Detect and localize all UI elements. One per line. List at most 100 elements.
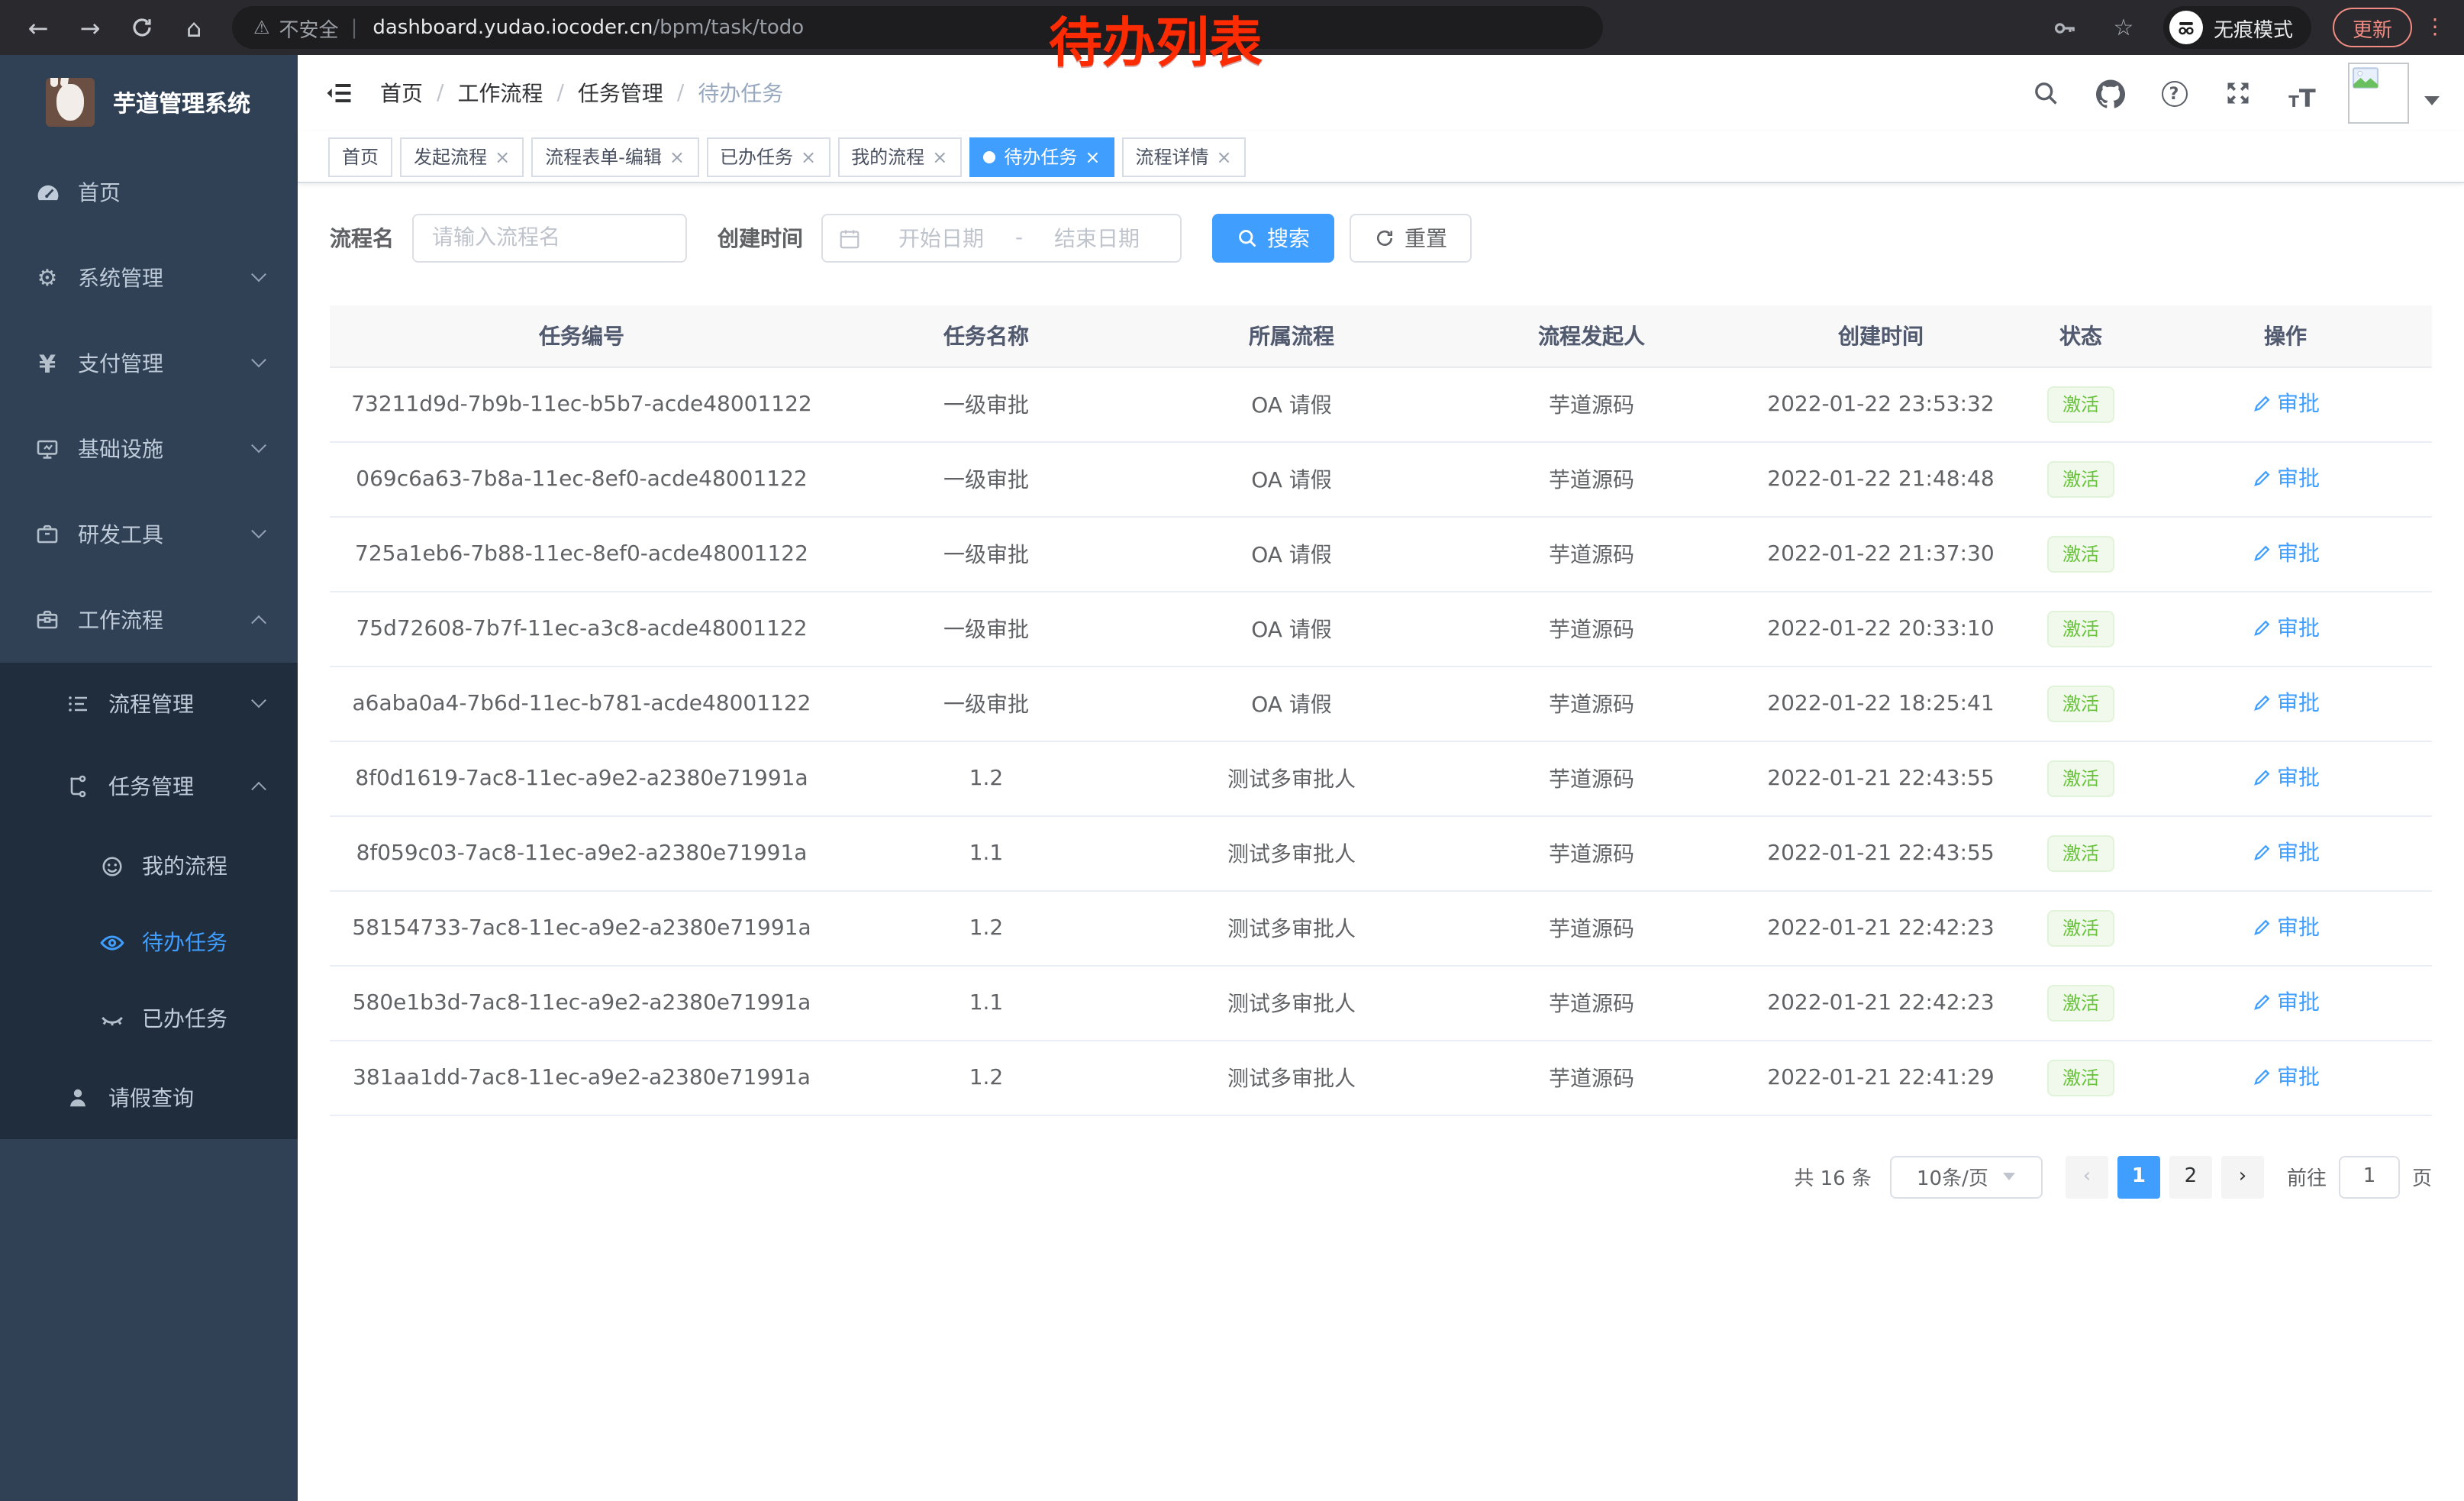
cell-process: 测试多审批人 [1139,1040,1444,1115]
url-path: /bpm/task/todo [653,16,805,39]
breadcrumb-task-mgmt[interactable]: 任务管理 [577,82,663,107]
chrome-menu-icon[interactable]: ⋮ [2424,15,2446,40]
tab-form-edit[interactable]: 流程表单-编辑 × [531,137,698,176]
select-caret-icon [2003,1173,2016,1180]
close-icon[interactable]: × [495,146,511,167]
sidebar-item-payment[interactable]: ¥ 支付管理 [0,321,298,406]
sidebar-item-leave-query[interactable]: 请假查询 [0,1057,298,1139]
github-icon[interactable] [2091,75,2128,111]
create-time-label: 创建时间 [718,228,803,252]
avatar-caret-icon[interactable] [2424,96,2440,105]
breadcrumb-separator: / [437,81,444,105]
status-badge: 激活 [2046,685,2114,721]
breadcrumb-workflow[interactable]: 工作流程 [457,82,543,107]
table-row: 75d72608-7b7f-11ec-a3c8-acde48001122 一级审… [330,591,2432,667]
cell-create-time: 2022-01-22 18:25:41 [1739,666,2023,741]
reset-button[interactable]: 重置 [1350,214,1472,263]
date-range-picker[interactable]: 开始日期 - 结束日期 [821,214,1182,263]
approve-link[interactable]: 审批 [2251,463,2320,494]
sidebar-fold-icon[interactable] [322,76,356,110]
status-badge: 激活 [2046,610,2114,647]
tab-process-detail[interactable]: 流程详情 × [1121,137,1246,176]
sidebar-item-label: 请假查询 [108,1087,194,1112]
chrome-update-button[interactable]: 更新 [2332,8,2412,47]
chevron-up-icon [251,614,266,630]
end-date-placeholder[interactable]: 结束日期 [1054,228,1140,252]
page-content: 流程名 创建时间 开始日期 - 结束日期 [298,183,2464,1501]
process-name-input[interactable] [412,214,687,263]
navbar: 首页 / 工作流程 / 任务管理 / 待办任务 [298,55,2464,131]
breadcrumb-home[interactable]: 首页 [380,82,423,107]
close-icon[interactable]: × [801,146,817,167]
chevron-down-icon [251,351,266,367]
chevron-down-icon [251,692,266,708]
sidebar-item-my-process[interactable]: 我的流程 [0,828,298,904]
cell-task-name: 1.2 [834,1040,1139,1115]
bookmark-star-icon[interactable]: ☆ [2113,14,2134,41]
sidebar-item-label: 我的流程 [142,855,227,880]
tab-start-process[interactable]: 发起流程 × [400,137,524,176]
close-icon[interactable]: × [1216,146,1232,167]
cell-process: OA 请假 [1139,366,1444,442]
search-button[interactable]: 搜索 [1212,214,1334,263]
approve-link[interactable]: 审批 [2251,838,2320,868]
approve-link[interactable]: 审批 [2251,389,2320,419]
breadcrumb-separator: / [556,81,564,105]
sidebar-logo[interactable]: 芋道管理系统 [0,55,298,150]
next-page-button[interactable]: › [2221,1155,2264,1198]
prev-page-button[interactable]: ‹ [2065,1155,2108,1198]
search-icon[interactable] [2027,75,2064,111]
tab-done-tasks[interactable]: 已办任务 × [706,137,830,176]
password-key-icon[interactable] [2047,9,2084,46]
status-badge: 激活 [2046,834,2114,871]
browser-reload-icon[interactable] [122,8,162,47]
page-button-1[interactable]: 1 [2117,1155,2160,1198]
approve-link[interactable]: 审批 [2251,613,2320,644]
tab-todo-tasks[interactable]: 待办任务 × [969,137,1114,176]
cell-task-id: 58154733-7ac8-11ec-a9e2-a2380e71991a [330,890,834,966]
cell-task-id: 8f059c03-7ac8-11ec-a9e2-a2380e71991a [330,815,834,891]
sidebar-item-workflow[interactable]: 工作流程 [0,577,298,663]
page-size-select[interactable]: 10条/页 [1889,1155,2043,1198]
sidebar-item-done-tasks[interactable]: 已办任务 [0,980,298,1057]
browser-back-icon[interactable]: ← [27,13,49,42]
calendar-icon [838,227,861,250]
sidebar-item-todo-tasks[interactable]: 待办任务 [0,904,298,980]
cell-process: OA 请假 [1139,666,1444,741]
fullscreen-icon[interactable] [2220,75,2256,111]
avatar[interactable] [2348,63,2409,124]
goto-page-input[interactable] [2338,1155,2400,1198]
tab-home[interactable]: 首页 [328,137,393,176]
approve-link[interactable]: 审批 [2251,912,2320,943]
cell-starter: 芋道源码 [1444,815,1739,891]
close-icon[interactable]: × [669,146,685,167]
sidebar-item-home[interactable]: 首页 [0,150,298,235]
col-task-name: 任务名称 [834,305,1139,367]
browser-home-icon[interactable]: ⌂ [185,13,202,42]
cell-process: OA 请假 [1139,591,1444,667]
approve-link[interactable]: 审批 [2251,763,2320,793]
col-actions: 操作 [2139,305,2432,367]
sidebar-item-system[interactable]: ⚙ 系统管理 [0,235,298,321]
approve-link[interactable]: 审批 [2251,688,2320,718]
page-button-2[interactable]: 2 [2169,1155,2212,1198]
tab-my-process[interactable]: 我的流程 × [837,137,962,176]
browser-forward-icon[interactable]: → [79,13,101,42]
sidebar-item-task-mgmt[interactable]: 任务管理 [0,745,298,828]
sidebar-item-devtools[interactable]: 研发工具 [0,492,298,577]
help-icon[interactable]: ? [2156,75,2192,111]
sidebar-item-infrastructure[interactable]: 基础设施 [0,406,298,492]
sidebar-item-process-mgmt[interactable]: 流程管理 [0,663,298,745]
cell-task-name: 一级审批 [834,516,1139,592]
start-date-placeholder[interactable]: 开始日期 [898,228,984,252]
address-bar[interactable]: ⚠ 不安全 | dashboard.yudao.iocoder.cn/bpm/t… [232,6,1603,49]
task-table: 任务编号 任务名称 所属流程 流程发起人 创建时间 状态 操作 73211d9d… [330,305,2432,1115]
cell-task-id: 73211d9d-7b9b-11ec-b5b7-acde48001122 [330,366,834,442]
approve-link[interactable]: 审批 [2251,987,2320,1018]
chevron-down-icon [251,266,266,282]
approve-link[interactable]: 审批 [2251,538,2320,569]
approve-link[interactable]: 审批 [2251,1062,2320,1093]
close-icon[interactable]: × [1085,146,1101,167]
close-icon[interactable]: × [932,146,948,167]
